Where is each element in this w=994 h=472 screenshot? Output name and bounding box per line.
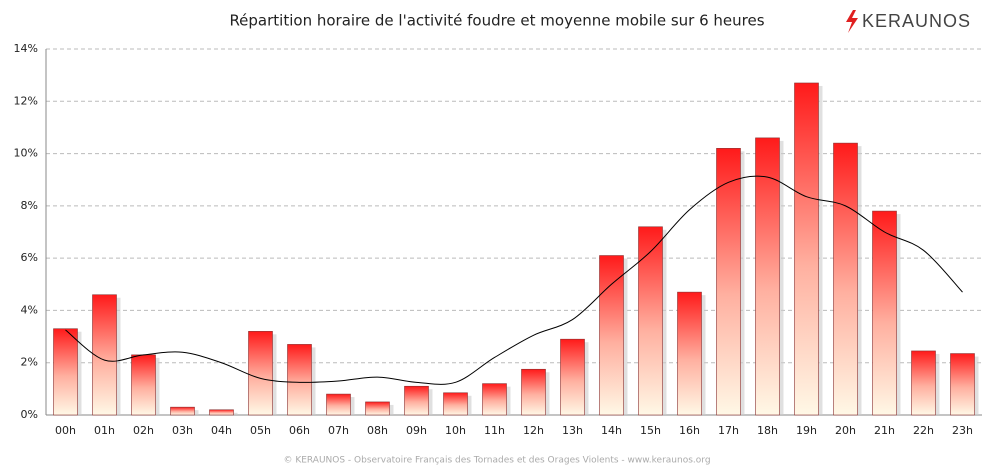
x-tick-label: 05h bbox=[250, 424, 271, 437]
x-tick-label: 08h bbox=[367, 424, 388, 437]
x-tick-label: 20h bbox=[835, 424, 856, 437]
x-tick-label: 01h bbox=[94, 424, 115, 437]
bar bbox=[53, 328, 78, 416]
footer: © KERAUNOS - Observatoire Français des T… bbox=[283, 456, 710, 466]
x-tick-label: 17h bbox=[718, 424, 739, 437]
x-tick-label: 15h bbox=[640, 424, 661, 437]
x-tick-label: 21h bbox=[874, 424, 895, 437]
x-tick-label: 12h bbox=[523, 424, 544, 437]
x-tick-label: 19h bbox=[796, 424, 817, 437]
bar bbox=[131, 354, 156, 416]
y-tick-label: 2% bbox=[21, 356, 38, 369]
bar bbox=[599, 255, 624, 416]
y-tick-label: 4% bbox=[21, 303, 38, 316]
bar bbox=[287, 344, 312, 416]
y-tick-label: 10% bbox=[14, 147, 38, 160]
y-tick-label: 8% bbox=[21, 199, 38, 212]
bar bbox=[872, 210, 897, 416]
x-tick-label: 14h bbox=[601, 424, 622, 437]
x-tick-label: 10h bbox=[445, 424, 466, 437]
x-tick-label: 16h bbox=[679, 424, 700, 437]
y-tick-label: 6% bbox=[21, 251, 38, 264]
bar bbox=[326, 393, 351, 416]
logo-icon bbox=[846, 10, 858, 33]
y-tick-label: 14% bbox=[14, 42, 38, 55]
bar bbox=[170, 406, 195, 416]
bar bbox=[755, 137, 780, 416]
bar bbox=[248, 331, 273, 416]
bar bbox=[92, 294, 117, 416]
x-tick-label: 02h bbox=[133, 424, 154, 437]
x-tick-label: 11h bbox=[484, 424, 505, 437]
x-tick-label: 22h bbox=[913, 424, 934, 437]
bar bbox=[443, 392, 468, 416]
bar bbox=[404, 385, 429, 416]
x-tick-label: 18h bbox=[757, 424, 778, 437]
x-tick-label: 06h bbox=[289, 424, 310, 437]
logo: KERAUNOS bbox=[862, 11, 971, 31]
chart-title: Répartition horaire de l'activité foudre… bbox=[229, 12, 764, 30]
x-tick-label: 09h bbox=[406, 424, 427, 437]
bar bbox=[911, 350, 936, 416]
y-tick-label: 0% bbox=[21, 408, 38, 421]
x-tick-label: 07h bbox=[328, 424, 349, 437]
x-tick-label: 23h bbox=[952, 424, 973, 437]
bar bbox=[638, 226, 663, 416]
bar bbox=[209, 409, 234, 416]
bar bbox=[365, 401, 390, 416]
bar bbox=[482, 383, 507, 416]
x-tick-label: 00h bbox=[55, 424, 76, 437]
bar bbox=[716, 148, 741, 416]
moving-average-line bbox=[65, 175, 963, 385]
bar bbox=[677, 291, 702, 416]
bar bbox=[833, 142, 858, 416]
bar bbox=[521, 368, 546, 416]
bar bbox=[950, 353, 975, 416]
bar bbox=[560, 338, 585, 416]
x-tick-label: 04h bbox=[211, 424, 232, 437]
bar bbox=[794, 82, 819, 416]
x-tick-label: 13h bbox=[562, 424, 583, 437]
y-tick-label: 12% bbox=[14, 94, 38, 107]
x-tick-label: 03h bbox=[172, 424, 193, 437]
